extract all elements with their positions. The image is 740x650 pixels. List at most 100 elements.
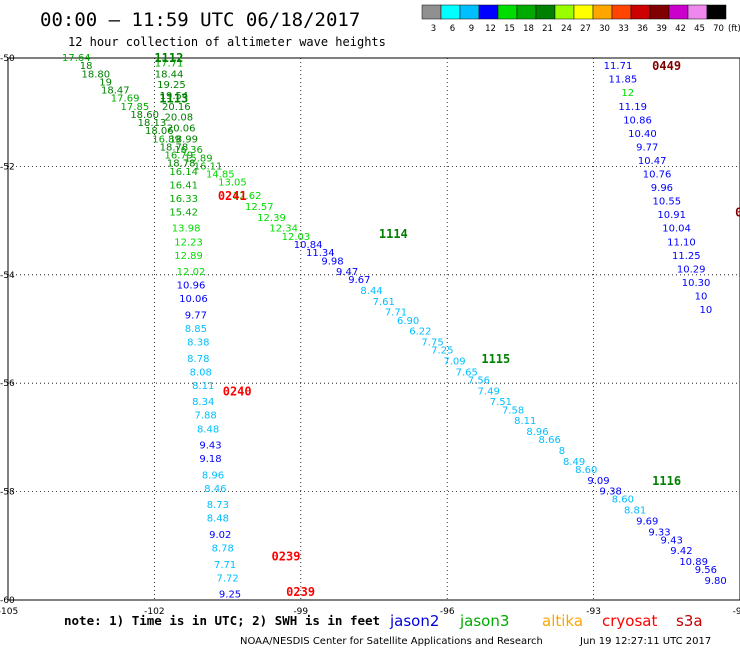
wave-height-value: 17.85 <box>121 102 150 113</box>
wave-height-value: 16.89 <box>152 134 181 145</box>
wave-height-value: 12.34 <box>269 224 298 235</box>
wave-height-value: 10.84 <box>294 240 323 251</box>
time-labels: 1112 1113 0241 1114 1115 0240 0239 0239 1116 0449… <box>154 51 740 599</box>
colorbar-swatch <box>535 4 556 20</box>
colorbar-unit: (ft) <box>728 24 740 34</box>
time-label: 0 <box>735 205 740 219</box>
wave-height-value: 9.25 <box>219 590 241 601</box>
time-label: 0449 <box>652 59 681 73</box>
wave-height-value: 8.48 <box>197 424 219 435</box>
colorbar-swatch <box>554 4 575 20</box>
wave-height-value: 18.44 <box>155 69 184 80</box>
x-tick-label: -93 <box>586 607 601 617</box>
wave-height-value: 8.38 <box>187 338 209 349</box>
wave-height-value: 9.96 <box>651 183 673 194</box>
y-tick-label: -52 <box>0 162 15 172</box>
wave-height-value: 8.48 <box>207 514 229 525</box>
wave-height-value: 18.47 <box>101 86 130 97</box>
wave-height-value: 10.29 <box>677 264 706 275</box>
wave-height-value: 7.61 <box>373 297 395 308</box>
wave-height-value: 7.71 <box>214 560 236 571</box>
wave-height-value: 9.02 <box>209 530 231 541</box>
wave-height-value: 8.73 <box>207 500 229 511</box>
wave-height-value: 9.47 <box>336 267 358 278</box>
y-tick-label: -56 <box>0 379 15 389</box>
wave-height-value: 19.25 <box>157 80 186 91</box>
wave-height-value: 7.09 <box>443 357 465 368</box>
wave-height-value: 19 <box>99 77 112 88</box>
plot-frame <box>7 57 740 601</box>
wave-height-value: 8.66 <box>539 435 561 446</box>
wave-height-value: 11.85 <box>609 75 638 86</box>
wave-height-value: 10 <box>695 291 708 302</box>
wave-height-value: 13.98 <box>172 224 201 235</box>
wave-height-value: 8 <box>559 446 565 457</box>
wave-height-value: 9.67 <box>348 275 370 286</box>
wave-height-value: 10.47 <box>638 156 667 167</box>
wave-height-value: 7.71 <box>385 308 407 319</box>
wave-height-value: 10.89 <box>679 557 708 568</box>
colorbar-tick: 36 <box>637 24 648 34</box>
colorbar-tick: 45 <box>694 24 705 34</box>
colorbar-swatch <box>630 4 651 20</box>
wave-height-value: 17.69 <box>111 94 140 105</box>
colorbar-legend: 3 6 9 12 15 18 21 24 27 30 33 36 39 42 45 70 (ft) <box>421 4 740 34</box>
y-tick-label: -58 <box>0 488 15 498</box>
wave-height-value: 12.23 <box>174 237 203 248</box>
wave-height-value: 7.25 <box>431 346 453 357</box>
colorbar-tick: 15 <box>504 24 515 34</box>
colorbar-swatch <box>516 4 537 20</box>
wave-height-value: 9.33 <box>648 527 670 538</box>
data-points: 17.641818.801918.4717.6917.8518.6018.131… <box>62 53 727 601</box>
wave-height-value: 11.71 <box>604 61 633 72</box>
wave-height-value: 20.08 <box>164 113 193 124</box>
colorbar-tick: 42 <box>675 24 686 34</box>
colorbar-tick: 27 <box>580 24 591 34</box>
wave-height-value: 8.08 <box>190 367 212 378</box>
satellite-legend-jason3: jason3 <box>459 612 509 630</box>
footer-note: note: 1) Time is in UTC; 2) SWH is in fe… <box>64 613 380 628</box>
x-tick-label: -99 <box>293 607 308 617</box>
wave-height-value: 10.76 <box>643 170 672 181</box>
wave-height-value: 16.41 <box>169 180 198 191</box>
wave-height-value: 8.96 <box>202 470 224 481</box>
wave-height-value: 16.11 <box>194 161 223 172</box>
x-tick-label: -96 <box>440 607 455 617</box>
wave-height-value: 9.09 <box>587 476 609 487</box>
x-tick-label: -90 <box>733 607 740 617</box>
wave-height-value: 10.96 <box>177 281 206 292</box>
wave-height-value: 10.06 <box>179 294 208 305</box>
wave-height-value: 16.36 <box>174 145 203 156</box>
wave-height-value: 18.13 <box>138 118 167 129</box>
wave-height-value: 8.11 <box>192 381 214 392</box>
footer-credit: NOAA/NESDIS Center for Satellite Applica… <box>240 636 543 647</box>
time-label: 0240 <box>223 384 252 398</box>
colorbar-tick: 33 <box>618 24 629 34</box>
wave-height-value: 7.72 <box>216 573 238 584</box>
wave-height-value: 18.78 <box>167 159 196 170</box>
colorbar-swatch <box>706 4 727 20</box>
colorbar-swatch <box>478 4 499 20</box>
wave-height-value: 8.85 <box>185 324 207 335</box>
wave-height-value: 10.55 <box>652 197 681 208</box>
wave-height-value: 11.25 <box>672 251 701 262</box>
wave-height-value: 8.49 <box>563 457 585 468</box>
colorbar-tick: 39 <box>656 24 667 34</box>
time-label: 1112 <box>154 51 183 65</box>
wave-height-value: 20.06 <box>167 123 196 134</box>
wave-height-value: 11.19 <box>618 102 647 113</box>
wave-height-value: 15.89 <box>184 153 213 164</box>
wave-height-value: 9.43 <box>661 535 683 546</box>
wave-height-value: 6.22 <box>409 327 431 338</box>
chart-title: 00:00 – 11:59 UTC 06/18/2017 <box>40 9 360 31</box>
colorbar-tick: 12 <box>485 24 496 34</box>
wave-height-value: 7.56 <box>468 375 490 386</box>
colorbar-tick: 24 <box>561 24 572 34</box>
colorbar-swatch <box>421 4 442 20</box>
colorbar-swatch <box>687 4 708 20</box>
wave-height-value: 9.98 <box>321 256 343 267</box>
wave-height-value: 8.81 <box>624 506 646 517</box>
wave-height-value: 8.34 <box>192 397 214 408</box>
footer-generated: Jun 19 12:27:11 UTC 2017 <box>579 636 711 647</box>
